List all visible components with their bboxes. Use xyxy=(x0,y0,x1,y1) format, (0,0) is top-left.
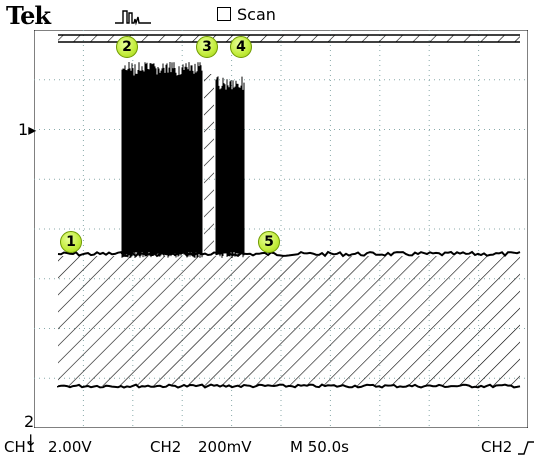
waveform-display xyxy=(34,30,528,428)
ch2-label[interactable]: CH2 xyxy=(150,438,182,456)
ch1-burst-region xyxy=(121,62,245,258)
ch2-scale: 200mV xyxy=(198,438,252,456)
brand-logo: Tek xyxy=(6,1,51,30)
scan-mode-checkbox[interactable]: Scan xyxy=(217,5,276,24)
checkbox-icon xyxy=(217,7,231,21)
rising-edge-icon xyxy=(518,441,534,455)
gap-hatch xyxy=(204,74,214,258)
ch2-top-band xyxy=(58,35,520,42)
acquisition-trigger-icon xyxy=(115,10,151,26)
ch1-label[interactable]: CH1 xyxy=(4,438,36,456)
trigger-source[interactable]: CH2 xyxy=(481,438,513,456)
annotation-badge-5: 5 xyxy=(258,231,280,253)
ch1-lower-trace xyxy=(57,383,521,389)
ch1-envelope xyxy=(58,256,520,386)
scan-mode-label: Scan xyxy=(237,5,276,24)
ch1-ground-marker[interactable]: 1▸ xyxy=(18,120,37,139)
annotation-badge-4: 4 xyxy=(230,36,252,58)
ch2-ground-marker[interactable]: 2 ↓ xyxy=(24,412,38,450)
annotation-badge-1: 1 xyxy=(60,231,82,253)
readout-bar: CH1 2.00V CH2 200mV M 50.0s CH2 xyxy=(0,438,547,462)
annotation-badge-2: 2 xyxy=(116,36,138,58)
annotation-badge-3: 3 xyxy=(196,36,218,58)
ch1-scale: 2.00V xyxy=(48,438,92,456)
timebase-readout[interactable]: M 50.0s xyxy=(290,438,349,456)
status-bar: Tek Scan xyxy=(0,0,547,30)
